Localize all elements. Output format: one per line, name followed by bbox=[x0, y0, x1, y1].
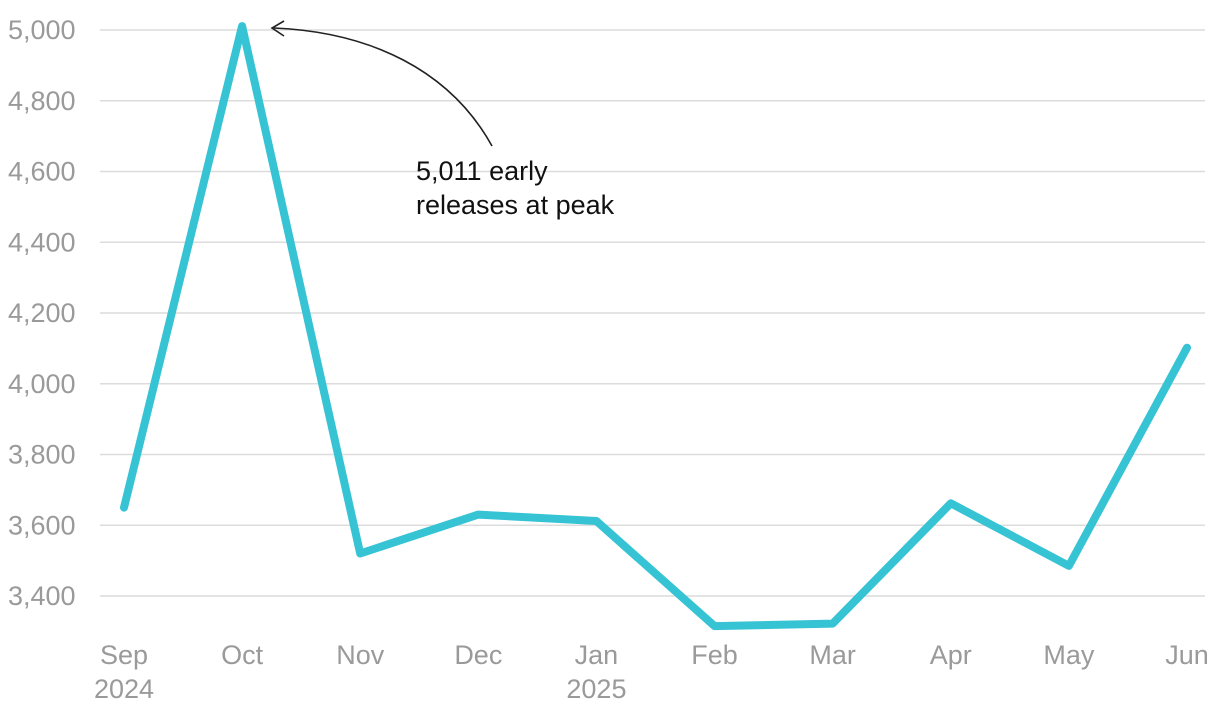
y-tick-label: 4,200 bbox=[8, 298, 76, 328]
series-layer bbox=[120, 22, 1191, 631]
annotation-arrowhead bbox=[270, 20, 285, 37]
x-tick-label: Nov bbox=[336, 640, 385, 670]
y-tick-label: 4,600 bbox=[8, 157, 76, 187]
x-tick-label: Jun bbox=[1165, 640, 1209, 670]
x-tick-label: Sep bbox=[100, 640, 148, 670]
x-tick-label: Mar bbox=[809, 640, 856, 670]
x-tick-sublabel: 2024 bbox=[94, 674, 154, 704]
y-tick-label: 3,400 bbox=[8, 581, 76, 611]
x-tick-label: Apr bbox=[930, 640, 972, 670]
annotation-line-1: 5,011 early bbox=[416, 156, 548, 186]
x-tick-label: Dec bbox=[454, 640, 502, 670]
y-tick-label: 4,800 bbox=[8, 86, 76, 116]
y-tick-label: 4,400 bbox=[8, 227, 76, 257]
peak-annotation: 5,011 early releases at peak bbox=[270, 20, 615, 220]
y-tick-label: 4,000 bbox=[8, 369, 76, 399]
x-axis-labels: Sep 2024 Oct Nov Dec Jan 2025 Feb Mar Apr May Jun bbox=[94, 640, 1209, 704]
y-tick-label: 3,600 bbox=[8, 510, 76, 540]
y-axis-labels: 3,400 3,600 3,800 4,000 4,200 4,400 4,600 4,800… bbox=[8, 15, 76, 611]
series-line bbox=[120, 22, 1191, 631]
x-tick-sublabel: 2025 bbox=[566, 674, 626, 704]
x-tick-label: May bbox=[1043, 640, 1095, 670]
x-tick-label: Jan bbox=[575, 640, 619, 670]
x-tick-label: Feb bbox=[691, 640, 738, 670]
annotation-line-2: releases at peak bbox=[416, 190, 615, 220]
y-tick-label: 5,000 bbox=[8, 15, 76, 45]
grid-layer bbox=[100, 29, 1205, 597]
x-tick-label: Oct bbox=[221, 640, 264, 670]
y-tick-label: 3,800 bbox=[8, 440, 76, 470]
annotation-arrow bbox=[273, 27, 493, 147]
